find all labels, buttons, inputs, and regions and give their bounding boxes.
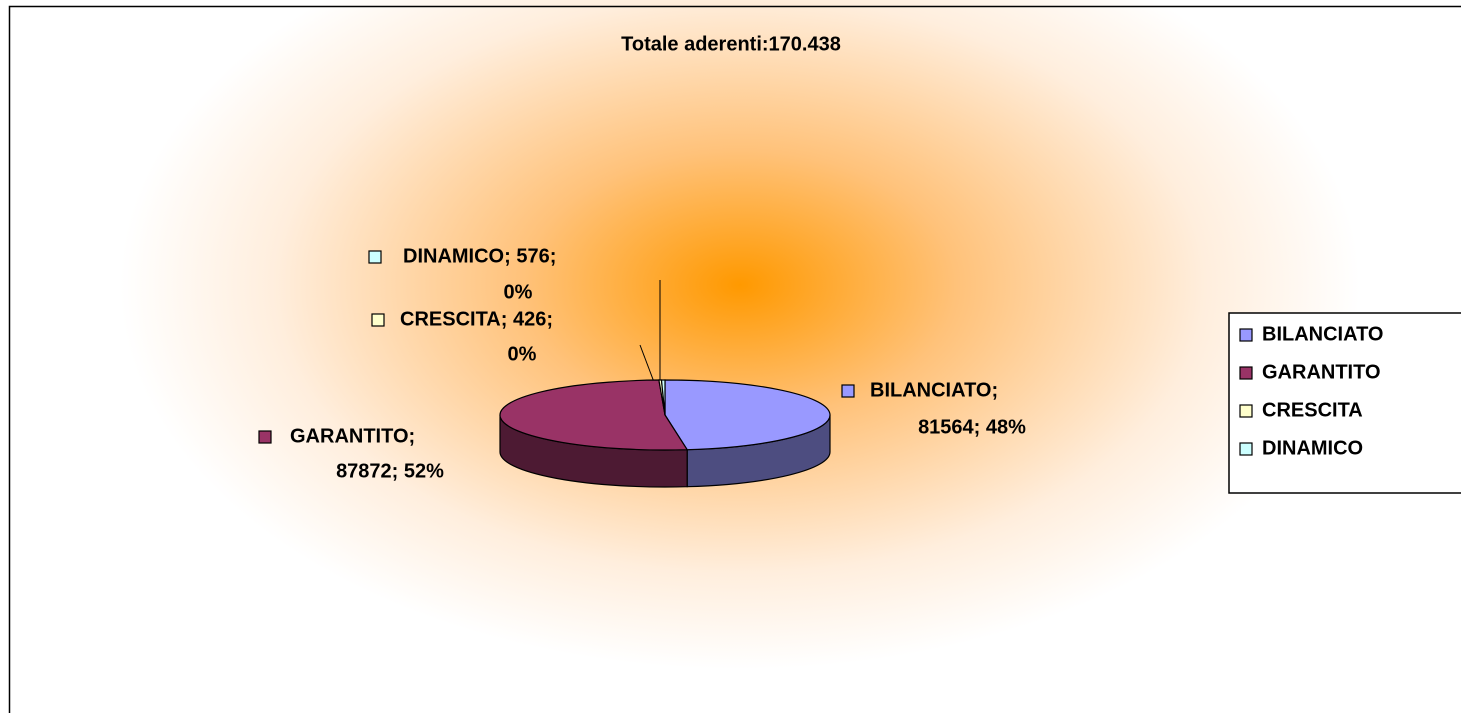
data-label-key: [371, 313, 385, 327]
pie-slice: [664, 379, 831, 451]
data-label: 87872; 52%: [336, 460, 444, 482]
data-label-key: [841, 384, 855, 398]
data-label-key: [258, 430, 272, 444]
legend-label: CRESCITA: [1262, 399, 1363, 421]
data-label: 0%: [504, 281, 533, 303]
legend-key: [1239, 366, 1253, 380]
chart-title: Totale aderenti:170.438: [621, 33, 841, 55]
data-label: 81564; 48%: [918, 416, 1026, 438]
pie-slice: [660, 379, 666, 416]
legend-label: BILANCIATO: [1262, 323, 1383, 345]
legend: [1228, 312, 1461, 494]
legend-key: [1239, 328, 1253, 342]
data-label: CRESCITA; 426;: [400, 308, 553, 330]
data-label: BILANCIATO;: [870, 379, 998, 401]
data-label: GARANTITO;: [290, 425, 415, 447]
legend-label: GARANTITO: [1262, 361, 1381, 383]
legend-key: [1239, 442, 1253, 456]
data-label-key: [368, 250, 382, 264]
legend-key: [1239, 404, 1253, 418]
data-label: DINAMICO; 576;: [403, 245, 556, 267]
data-label: 0%: [508, 343, 537, 365]
chart-border: [8, 5, 1461, 713]
pie-slice: [499, 379, 689, 451]
leader-line: [639, 344, 655, 383]
legend-label: DINAMICO: [1262, 437, 1363, 459]
